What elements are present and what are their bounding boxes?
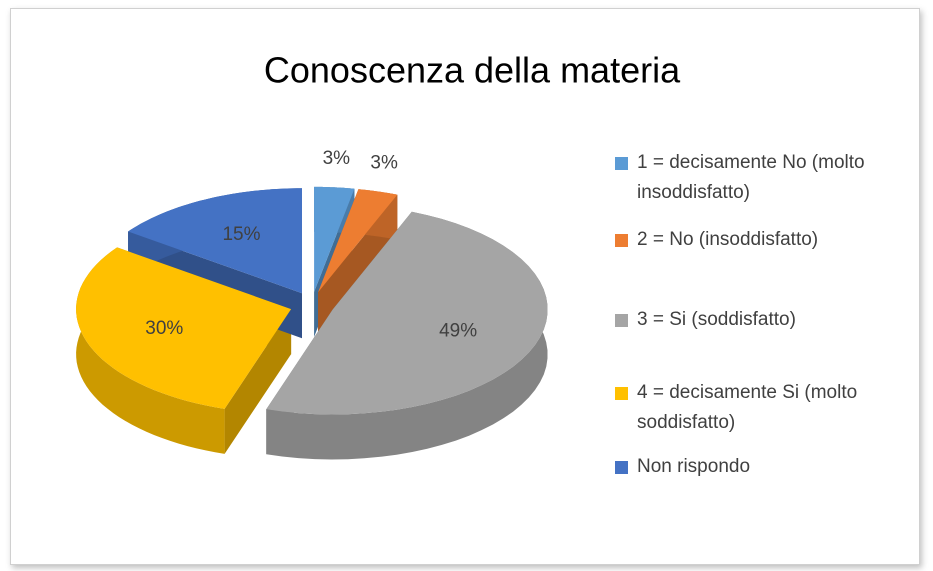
- legend-swatch: [615, 314, 628, 327]
- legend-item: 3 = Si (soddisfatto): [615, 305, 905, 335]
- legend-item: 4 = decisamente Si (molto soddisfatto): [615, 378, 905, 438]
- chart-title: Conoscenza della materia: [264, 50, 681, 91]
- legend-swatch: [615, 234, 628, 247]
- legend-label: 2 = No (insoddisfatto): [637, 229, 819, 250]
- slice: [266, 211, 548, 415]
- legend-label: 1 = decisamente No (molto insoddisfatto): [637, 152, 865, 203]
- slice-side: [76, 247, 225, 454]
- slice: [314, 186, 355, 292]
- slice: [318, 189, 398, 293]
- data-label: 3%: [370, 152, 398, 173]
- data-label: 30%: [145, 318, 183, 339]
- data-label: 3%: [323, 148, 351, 169]
- data-label: 49%: [439, 321, 477, 342]
- legend-item: 2 = No (insoddisfatto): [615, 225, 905, 255]
- data-label: 15%: [222, 224, 260, 245]
- legend-item: Non rispondo: [615, 452, 905, 482]
- legend-label: Non rispondo: [637, 456, 751, 477]
- slice: [128, 188, 302, 294]
- pie-tops: [76, 186, 548, 415]
- legend-swatch: [615, 157, 628, 170]
- legend-label: 4 = decisamente Si (molto soddisfatto): [637, 382, 858, 433]
- legend-item: 1 = decisamente No (molto insoddisfatto): [615, 148, 905, 208]
- legend-swatch: [615, 387, 628, 400]
- legend-swatch: [615, 461, 628, 474]
- slice: [76, 247, 292, 409]
- legend-label: 3 = Si (soddisfatto): [637, 309, 796, 330]
